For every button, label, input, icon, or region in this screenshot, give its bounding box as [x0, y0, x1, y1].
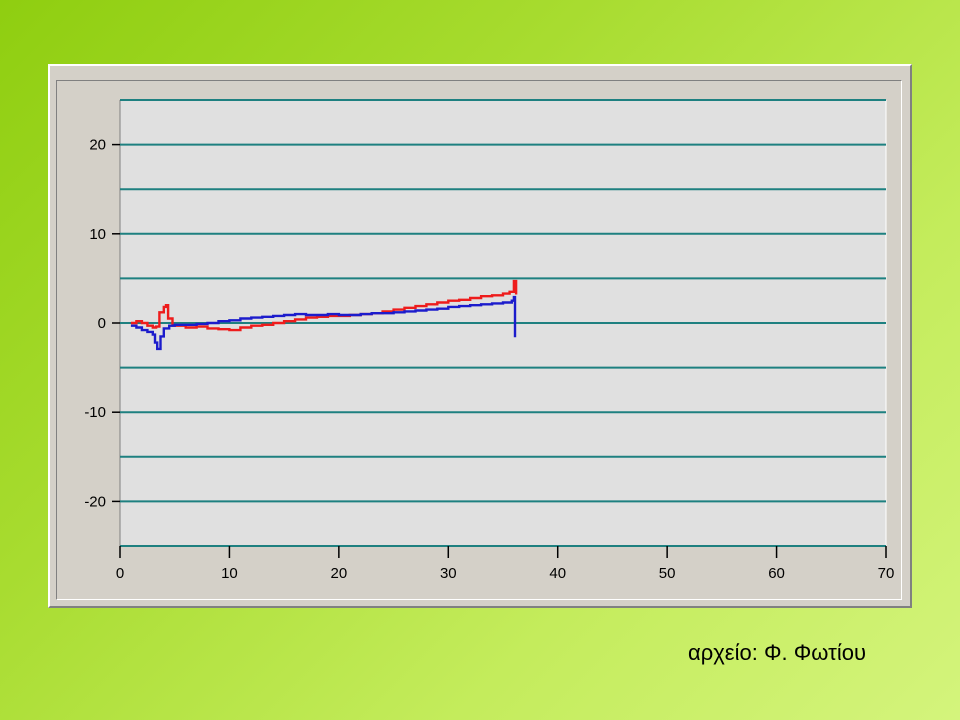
x-tick-label: 30 [440, 565, 457, 582]
x-tick-label: 10 [221, 565, 238, 582]
line-chart: 20 10 0 -10 -20 0 10 20 30 40 50 60 70 [84, 99, 895, 582]
x-tick-label: 20 [331, 565, 348, 582]
y-tick-label: -20 [84, 493, 106, 510]
x-tick-label: 40 [549, 565, 566, 582]
y-tick-label: 10 [89, 226, 106, 243]
x-tick-label: 50 [659, 565, 676, 582]
y-tick-label: 0 [98, 315, 106, 332]
chart-window: 20 10 0 -10 -20 0 10 20 30 40 50 60 70 [48, 64, 912, 608]
image-credit: αρχείο: Φ. Φωτίου [688, 640, 866, 665]
x-tick-label: 0 [116, 565, 124, 582]
x-tick-label: 70 [878, 565, 895, 582]
series-line-red [130, 279, 518, 332]
x-tick-label: 60 [768, 565, 785, 582]
chart-panel: 20 10 0 -10 -20 0 10 20 30 40 50 60 70 [56, 80, 902, 600]
y-tick-label: 20 [89, 137, 106, 154]
series-line-blue [130, 295, 517, 351]
y-tick-label: -10 [84, 404, 106, 421]
